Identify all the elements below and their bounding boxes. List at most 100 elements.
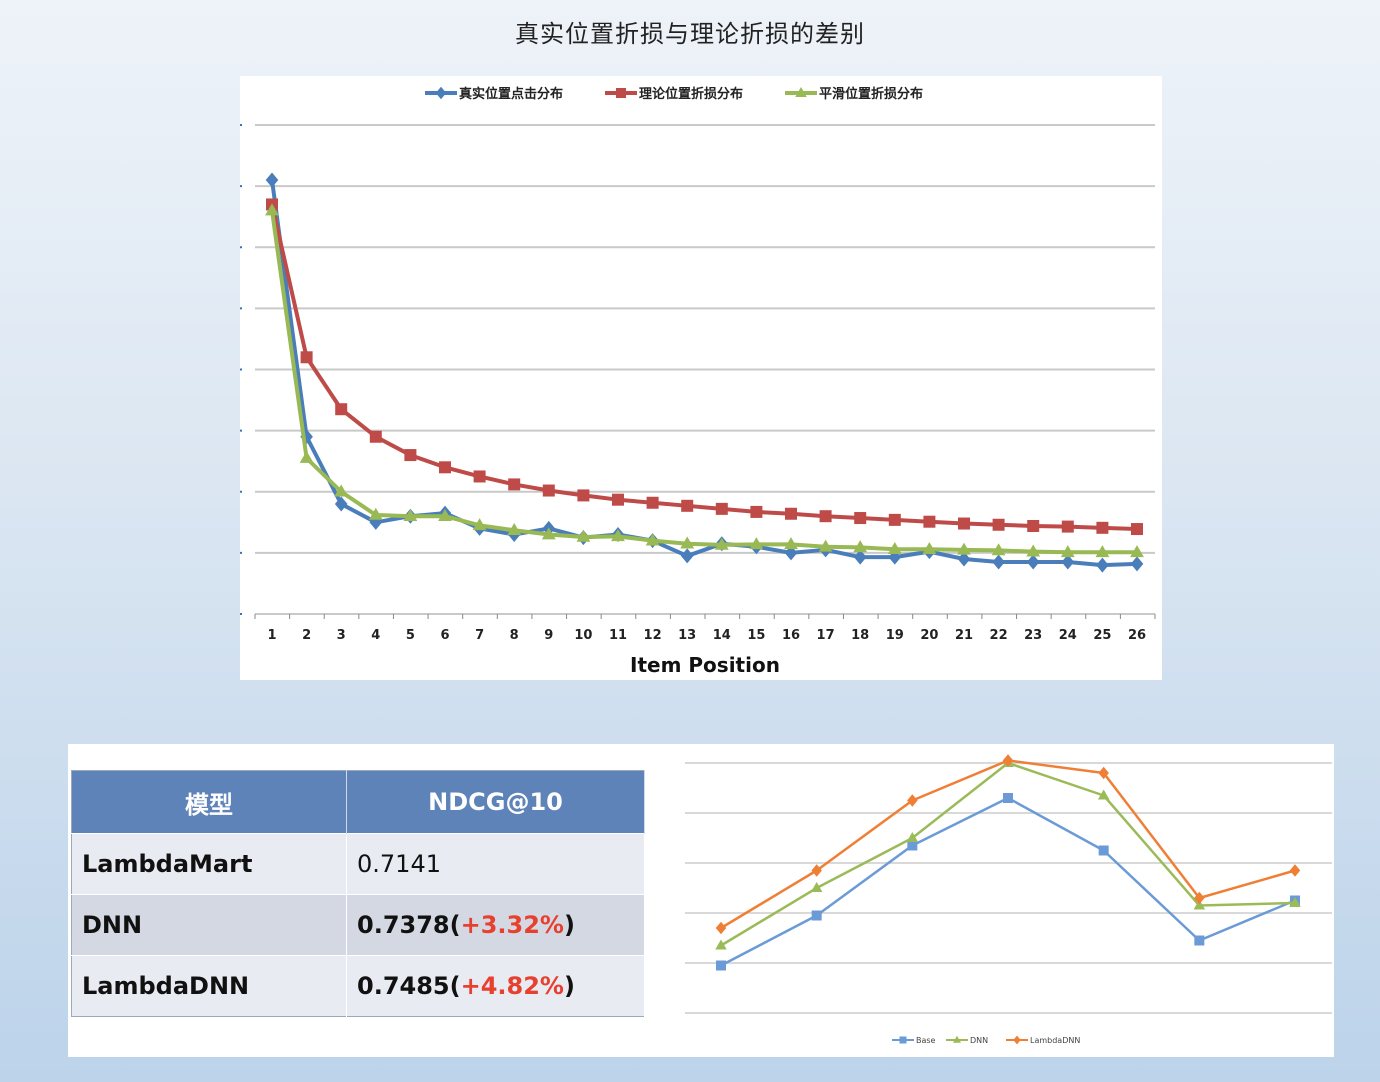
ndcg-improvement: +4.82% <box>460 972 564 1000</box>
data-point <box>907 794 918 807</box>
data-point <box>472 518 487 531</box>
data-point <box>680 548 694 564</box>
data-point <box>611 529 625 542</box>
data-point <box>784 545 798 561</box>
data-point <box>265 172 279 188</box>
data-point <box>507 523 522 536</box>
table-row: LambdaDNN 0.7485(+4.82%) <box>71 955 645 1017</box>
model-comparison-panel: 模型 NDCG@10 LambdaMart 0.7141 DNN 0.7378(… <box>68 744 1334 1057</box>
ndcg-value: 0.7378( <box>357 911 461 939</box>
data-point <box>923 515 936 528</box>
data-point <box>922 542 937 555</box>
data-point <box>811 864 822 877</box>
legend-marker <box>435 86 447 100</box>
data-point <box>299 450 314 463</box>
ndcg-value: 0.7485( <box>357 972 461 1000</box>
table-cell-model: LambdaDNN <box>71 955 347 1017</box>
data-point <box>404 449 417 462</box>
data-point <box>1098 845 1109 856</box>
data-point <box>853 540 868 553</box>
data-point <box>680 536 695 549</box>
data-point <box>1060 545 1075 558</box>
x-tick-label: 18 <box>851 628 869 643</box>
series-line <box>720 759 1296 930</box>
legend-marker <box>795 87 807 97</box>
legend-label: Base <box>916 1036 936 1045</box>
series-3 <box>265 203 1144 558</box>
x-tick-label: 13 <box>678 628 696 643</box>
table-row: DNN 0.7378(+3.32%) <box>71 894 645 956</box>
data-point <box>750 505 763 518</box>
data-point <box>681 499 694 512</box>
data-point <box>577 489 590 502</box>
x-tick-label: 12 <box>644 628 662 643</box>
x-tick-label: 3 <box>337 628 346 643</box>
legend-marker <box>952 1035 962 1043</box>
data-point <box>335 403 348 416</box>
data-point <box>957 551 971 567</box>
data-point <box>645 533 660 546</box>
x-axis-label: Item Position <box>630 653 780 677</box>
data-point <box>438 509 452 521</box>
data-point <box>958 517 970 530</box>
series-2 <box>266 198 1143 536</box>
data-point <box>714 537 729 550</box>
legend-label: 平滑位置折损分布 <box>819 86 923 102</box>
data-point <box>785 507 797 520</box>
table-header-row: 模型 NDCG@10 <box>71 770 645 834</box>
data-point <box>612 493 624 506</box>
data-point <box>715 502 728 515</box>
x-tick-label: 23 <box>1024 628 1042 643</box>
data-point <box>508 478 521 491</box>
x-tick-label: 26 <box>1128 628 1146 643</box>
legend-marker <box>899 1036 907 1044</box>
data-point <box>369 430 382 443</box>
ndcg-close-paren: ) <box>563 911 575 939</box>
series-base <box>716 793 1300 971</box>
data-point <box>749 537 764 550</box>
ndcg-close-paren: ) <box>563 972 575 1000</box>
data-point <box>716 960 726 971</box>
position-discount-chart-panel: 1 2 3 4 5 6 7 8 9 10 11 12 13 14 15 16 17 18 19 20 21 22 23 24 2… <box>240 76 1162 680</box>
x-tick-label: 19 <box>886 628 904 643</box>
ndcg-table: 模型 NDCG@10 LambdaMart 0.7141 DNN 0.7378(… <box>71 770 645 1017</box>
data-point <box>1194 935 1205 946</box>
data-point <box>853 549 867 565</box>
data-point <box>818 539 833 552</box>
data-point <box>334 484 349 497</box>
data-point <box>811 910 822 921</box>
data-point <box>541 527 556 540</box>
data-point <box>1193 899 1206 910</box>
legend-marker <box>616 88 626 98</box>
data-point <box>1289 897 1301 907</box>
x-tick-label: 17 <box>817 628 835 643</box>
x-tick-label: 9 <box>544 628 553 643</box>
x-tick-label: 16 <box>782 628 800 643</box>
data-point <box>992 554 1005 570</box>
data-point <box>1289 864 1301 877</box>
data-point <box>1061 554 1075 570</box>
data-point <box>300 429 313 445</box>
data-point <box>1194 891 1205 905</box>
data-point <box>1095 545 1110 558</box>
legend-label: 真实位置点击分布 <box>459 86 563 102</box>
x-tick-label: 22 <box>990 628 1008 643</box>
data-point <box>888 513 901 526</box>
data-point <box>715 921 727 935</box>
data-point <box>907 840 918 851</box>
data-point <box>1026 544 1041 557</box>
data-point <box>887 542 902 555</box>
model-comparison-chart: Base DNN LambdaDNN <box>685 754 1332 1045</box>
x-tick-label: 8 <box>510 628 519 643</box>
data-point <box>265 203 279 216</box>
data-point <box>1003 793 1013 803</box>
table-cell-model: DNN <box>71 894 347 956</box>
data-point <box>403 509 418 521</box>
x-tick-label: 21 <box>955 628 973 643</box>
data-point <box>439 461 451 474</box>
series-line <box>270 204 1138 532</box>
table-cell-value: 0.7378(+3.32%) <box>346 894 645 956</box>
data-point <box>1130 556 1144 572</box>
data-point <box>1097 789 1110 800</box>
data-point <box>1131 523 1143 536</box>
